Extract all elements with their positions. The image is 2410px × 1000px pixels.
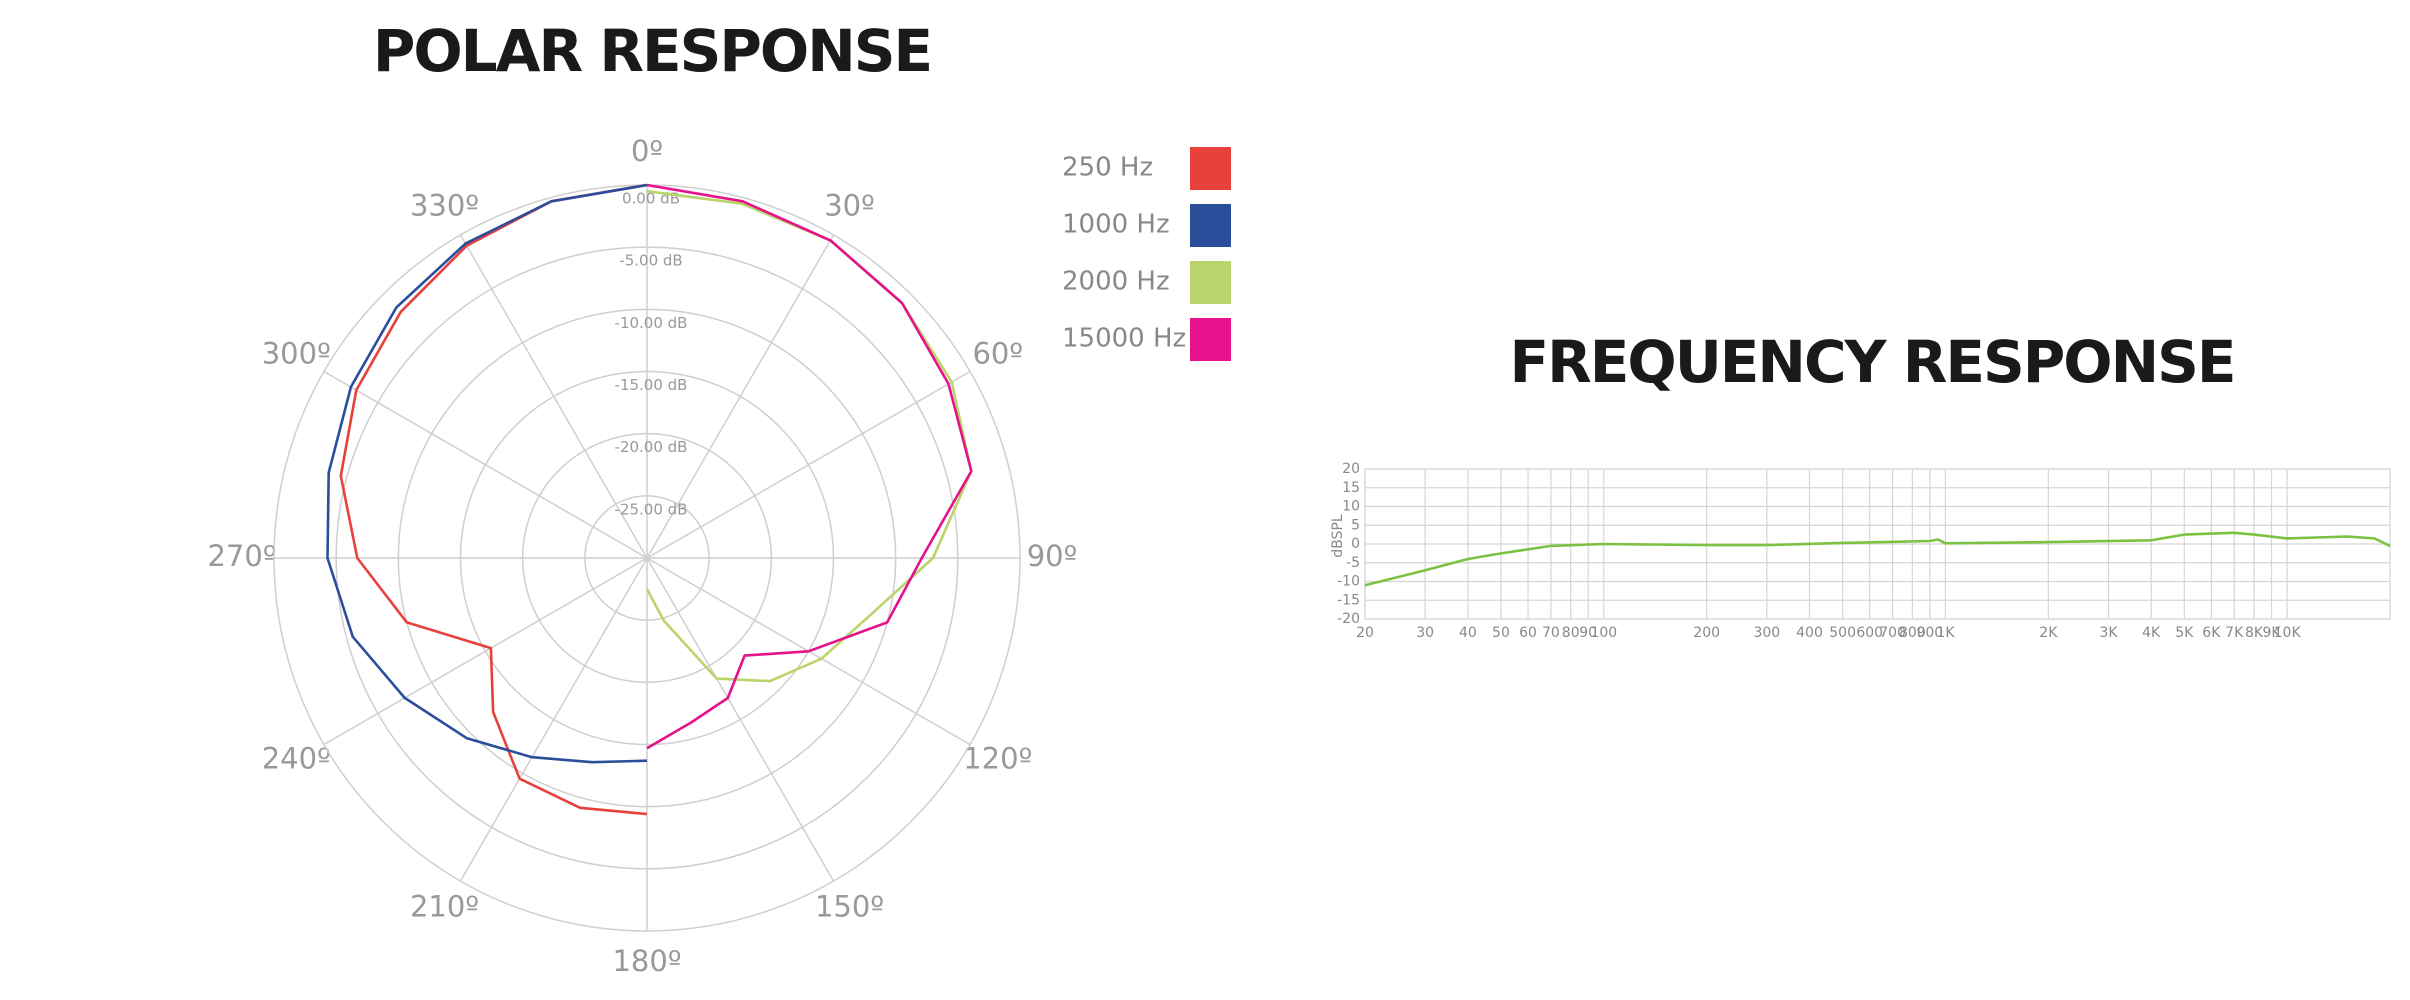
x-tick-label: 40 xyxy=(1459,625,1477,641)
angle-label: 300º xyxy=(262,337,331,371)
x-tick-label: 2K xyxy=(2039,625,2058,641)
r-tick-label: -15.00 dB xyxy=(615,376,688,394)
ring xyxy=(459,370,835,746)
x-tick-label: 5K xyxy=(2175,625,2194,641)
x-tick-label: 700 xyxy=(1879,625,1906,641)
r-tick-label: -5.00 dB xyxy=(619,252,682,270)
x-tick-label: 600 xyxy=(1856,625,1883,641)
x-tick-label: 3K xyxy=(2099,625,2118,641)
x-tick-label: 30 xyxy=(1416,625,1434,641)
r-tick-label: -25.00 dB xyxy=(615,500,688,518)
x-tick-label: 900 xyxy=(1916,625,1943,641)
polar-line xyxy=(326,183,648,764)
angle-label: 270º xyxy=(207,539,276,573)
ring xyxy=(521,432,773,684)
x-tick-label: 300 xyxy=(1753,625,1780,641)
x-tick-label: 8K xyxy=(2245,625,2264,641)
legend-swatch xyxy=(1190,261,1231,304)
angle-label: 210º xyxy=(410,890,479,924)
ring xyxy=(397,308,897,808)
angle-label: 0º xyxy=(631,134,663,168)
legend-label: 2000 Hz xyxy=(1062,267,1170,297)
x-tick-label: 4K xyxy=(2142,625,2161,641)
x-tick-label: 400 xyxy=(1796,625,1823,641)
y-tick-label: 15 xyxy=(1342,480,1360,496)
x-tick-label: 6K xyxy=(2202,625,2221,641)
r-tick-label: -10.00 dB xyxy=(615,314,688,332)
angle-label: 60º xyxy=(972,337,1023,371)
legend-swatch xyxy=(1190,318,1231,361)
angle-label: 150º xyxy=(815,890,884,924)
legend-label: 15000 Hz xyxy=(1062,324,1186,354)
legend-swatch xyxy=(1190,204,1231,247)
x-tick-label: 9K xyxy=(2262,625,2281,641)
x-tick-label: 90 xyxy=(1579,625,1597,641)
y-tick-label: -15 xyxy=(1337,592,1360,608)
y-tick-label: 0 xyxy=(1351,536,1360,552)
x-tick-label: 7K xyxy=(2225,625,2244,641)
y-tick-label: -5 xyxy=(1346,555,1360,571)
r-tick-label: -20.00 dB xyxy=(615,438,688,456)
polar-line xyxy=(339,183,648,816)
ring xyxy=(335,246,959,870)
y-axis-label: dBSPL xyxy=(1330,514,1346,558)
x-tick-label: 200 xyxy=(1693,625,1720,641)
ring xyxy=(584,495,710,621)
y-tick-label: 5 xyxy=(1351,517,1360,533)
y-tick-label: 20 xyxy=(1342,461,1360,477)
x-tick-label: 50 xyxy=(1492,625,1510,641)
x-tick-label: 1K xyxy=(1936,625,1955,641)
x-tick-label: 800 xyxy=(1899,625,1926,641)
angle-label: 180º xyxy=(612,944,681,978)
polar-line xyxy=(646,183,973,750)
y-tick-label: -20 xyxy=(1337,611,1360,627)
angle-label: 30º xyxy=(824,188,875,222)
x-tick-label: 10K xyxy=(2274,625,2302,641)
polar-title: POLAR RESPONSE xyxy=(373,17,931,85)
response-line xyxy=(1364,531,2391,587)
frequency-title: FREQUENCY RESPONSE xyxy=(1509,328,2234,396)
y-tick-label: 10 xyxy=(1342,499,1360,515)
legend-label: 1000 Hz xyxy=(1062,210,1170,240)
x-tick-label: 80 xyxy=(1562,625,1580,641)
x-tick-label: 60 xyxy=(1519,625,1537,641)
polar-line xyxy=(645,189,973,683)
angle-label: 240º xyxy=(262,742,331,776)
y-tick-label: -10 xyxy=(1337,574,1360,590)
x-tick-label: 100 xyxy=(1590,625,1617,641)
angle-label: 120º xyxy=(963,742,1032,776)
angle-label: 90º xyxy=(1027,539,1078,573)
legend-label: 250 Hz xyxy=(1062,153,1153,183)
legend-swatch xyxy=(1190,147,1231,190)
x-tick-label: 500 xyxy=(1829,625,1856,641)
x-tick-label: 20 xyxy=(1356,625,1374,641)
angle-label: 330º xyxy=(410,188,479,222)
x-tick-label: 70 xyxy=(1542,625,1560,641)
